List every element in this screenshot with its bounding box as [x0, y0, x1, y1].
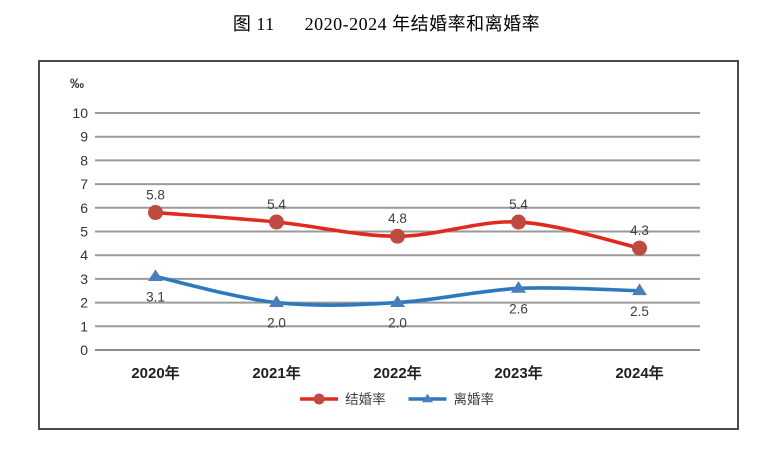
data-point-marker — [632, 283, 647, 296]
data-value-label: 2.5 — [630, 304, 649, 319]
x-tick-label: 2023年 — [494, 364, 542, 382]
y-tick-label: 4 — [80, 247, 88, 263]
series-triangle: 3.1 2.0 2.0 2.6 2.5 — [146, 269, 649, 331]
y-tick-label: 0 — [80, 342, 88, 358]
y-tick-label: 5 — [80, 224, 88, 240]
x-tick-label: 2024年 — [615, 364, 663, 382]
data-point-marker — [422, 393, 433, 403]
y-tick-label: 9 — [80, 129, 88, 145]
y-tick-label: 2 — [80, 295, 88, 311]
y-tick-label: 10 — [72, 105, 88, 121]
figure-caption: 2020-2024 年结婚率和离婚率 — [304, 14, 541, 34]
data-value-label: 4.8 — [388, 211, 407, 226]
y-tick-label: 3 — [80, 271, 88, 287]
data-point-marker — [148, 205, 163, 221]
legend-label: 离婚率 — [454, 391, 495, 407]
line-chart: ‰ 0 1 2 3 4 5 6 7 8 9 10 2020年 2021年 2022年 2023年 2024年 5.… — [70, 75, 700, 407]
data-value-label: 5.4 — [267, 197, 286, 212]
y-tick-label: 6 — [80, 200, 88, 216]
y-tick-label: 8 — [80, 152, 88, 168]
data-point-marker — [511, 281, 526, 293]
legend-item: 离婚率 — [408, 391, 495, 407]
data-point-marker — [632, 240, 647, 256]
series-circle: 5.8 5.4 4.8 5.4 4.3 — [146, 188, 649, 256]
legend-label: 结婚率 — [345, 391, 386, 407]
figure-number: 图 11 — [232, 14, 275, 34]
chart-legend: 结婚率 离婚率 — [300, 391, 494, 407]
x-tick-label: 2022年 — [373, 364, 421, 382]
data-point-marker — [148, 269, 163, 281]
x-tick-label: 2020年 — [131, 364, 179, 382]
data-point-marker — [390, 295, 405, 308]
data-value-label: 3.1 — [146, 290, 165, 305]
data-value-label: 2.6 — [509, 301, 528, 316]
data-value-label: 5.4 — [509, 197, 528, 212]
data-value-label: 4.3 — [630, 223, 649, 238]
figure-title: 图 11 2020-2024 年结婚率和离婚率 — [0, 10, 773, 36]
data-point-marker — [269, 295, 284, 308]
legend-item: 结婚率 — [300, 391, 386, 407]
x-axis-tick-labels: 2020年 2021年 2022年 2023年 2024年 — [131, 364, 663, 382]
data-point-marker — [390, 228, 405, 244]
data-point-marker — [269, 214, 284, 230]
y-tick-label: 7 — [80, 176, 88, 192]
y-axis-tick-labels: 0 1 2 3 4 5 6 7 8 9 10 — [72, 105, 88, 358]
y-axis-unit-label: ‰ — [70, 75, 84, 91]
chart-area: ‰ 0 1 2 3 4 5 6 7 8 9 10 2020年 2021年 2022年 2023年 2024年 5.… — [38, 60, 739, 430]
data-point-marker — [313, 393, 325, 405]
x-tick-label: 2021年 — [252, 364, 300, 382]
data-value-label: 2.0 — [388, 316, 407, 331]
y-tick-label: 1 — [80, 318, 88, 334]
data-value-label: 5.8 — [146, 188, 165, 203]
data-point-marker — [511, 214, 526, 230]
data-value-label: 2.0 — [267, 316, 286, 331]
